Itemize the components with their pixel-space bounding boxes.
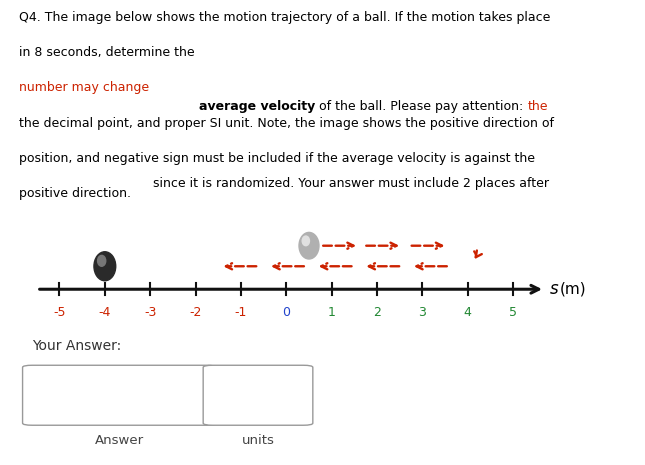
Text: 3: 3 — [419, 306, 426, 319]
FancyBboxPatch shape — [23, 365, 216, 425]
Text: $s$: $s$ — [548, 280, 559, 298]
FancyBboxPatch shape — [203, 365, 313, 425]
Text: Your Answer:: Your Answer: — [32, 339, 121, 353]
Text: 5: 5 — [509, 306, 517, 319]
Text: 0: 0 — [283, 306, 290, 319]
Text: positive direction.: positive direction. — [19, 187, 132, 200]
Text: position, and negative sign must be included if the average velocity is against : position, and negative sign must be incl… — [19, 152, 535, 165]
Circle shape — [97, 255, 106, 266]
Circle shape — [303, 236, 310, 246]
Text: (m): (m) — [559, 282, 586, 297]
Text: average velocity: average velocity — [199, 100, 315, 113]
Text: the decimal point, and proper SI unit. Note, the image shows the positive direct: the decimal point, and proper SI unit. N… — [19, 117, 554, 130]
Text: Answer: Answer — [95, 434, 144, 447]
Text: 4: 4 — [464, 306, 471, 319]
Text: since it is randomized. Your answer must include 2 places after: since it is randomized. Your answer must… — [150, 177, 550, 190]
Text: 1: 1 — [328, 306, 335, 319]
Text: -3: -3 — [144, 306, 156, 319]
Text: number may change: number may change — [19, 81, 150, 94]
Text: -2: -2 — [190, 306, 202, 319]
Text: -5: -5 — [54, 306, 66, 319]
Text: 2: 2 — [373, 306, 381, 319]
Text: Q4. The image below shows the motion trajectory of a ball. If the motion takes p: Q4. The image below shows the motion tra… — [19, 11, 551, 24]
Text: units: units — [242, 434, 274, 447]
Circle shape — [299, 232, 319, 259]
Text: the: the — [528, 100, 548, 113]
Text: -1: -1 — [235, 306, 247, 319]
Text: of the ball. Please pay attention:: of the ball. Please pay attention: — [315, 100, 528, 113]
Text: in 8 seconds, determine the: in 8 seconds, determine the — [19, 46, 199, 59]
Text: -4: -4 — [99, 306, 111, 319]
Circle shape — [94, 252, 115, 281]
